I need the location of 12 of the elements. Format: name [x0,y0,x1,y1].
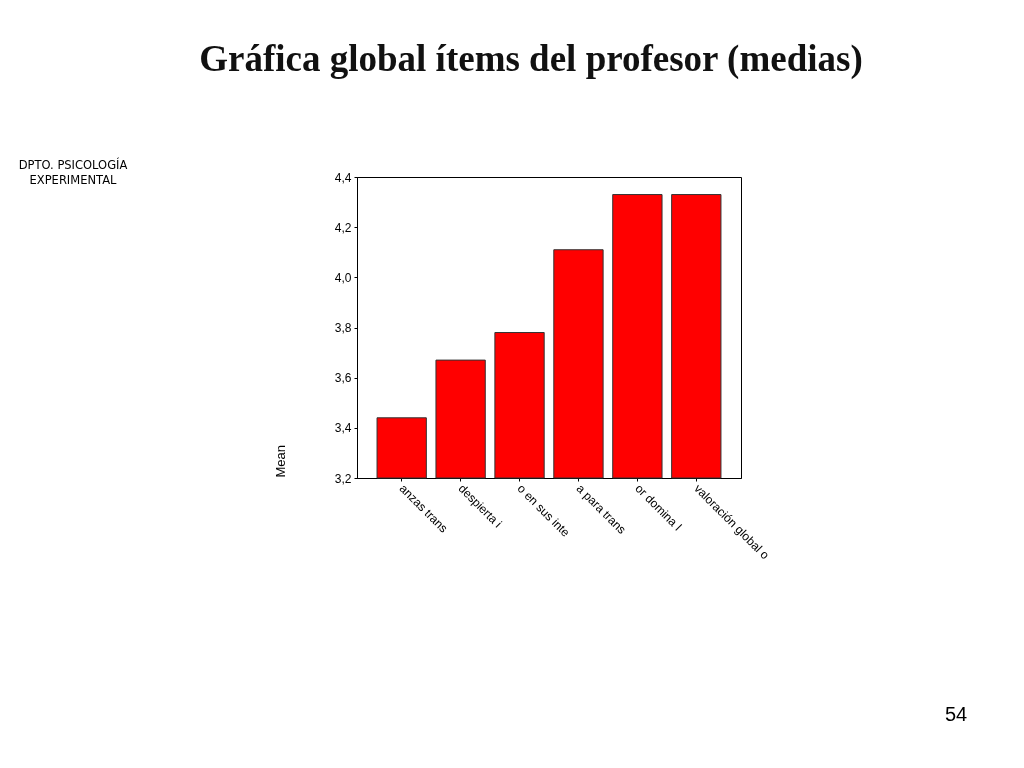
text: 54 [943,702,969,726]
y-tick-label: 3,8 [334,321,352,335]
x-tick-label: o en sus inte [514,481,573,540]
text: DPTO. PSICOLOGÍA EXPERIMENTAL [17,158,129,188]
y-tick-label: 3,4 [334,421,352,436]
y-tick-label: 4,0 [334,270,352,285]
y-tick-label: 3,2 [334,471,352,486]
y-tick-label: 4,2 [334,220,352,235]
y-tick-label: 3,6 [334,371,352,386]
y-tick-label: 4,4 [334,170,352,185]
y-axis-title: Mean [272,444,288,478]
chart-title: Gráfica global ítems del profesor (medias) [199,38,863,80]
